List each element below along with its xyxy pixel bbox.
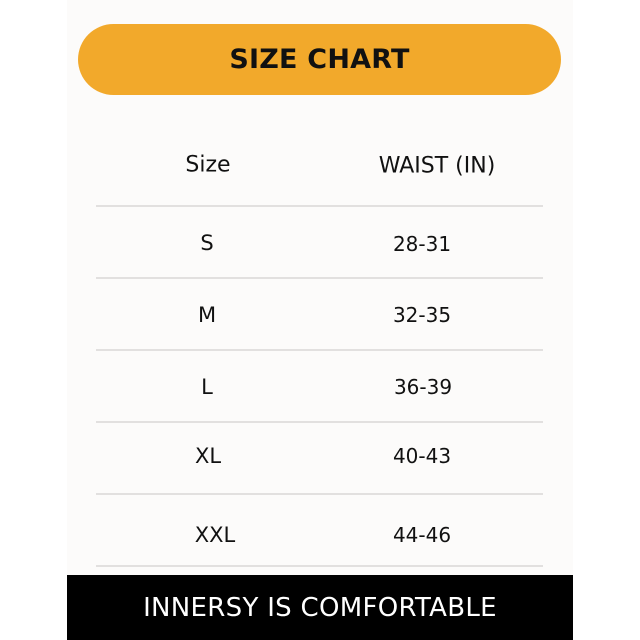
size-chart-panel — [67, 0, 573, 640]
size-chart-title: SIZE CHART — [78, 24, 561, 95]
row-waist: 28-31 — [392, 232, 452, 256]
row-size: XL — [194, 444, 222, 468]
row-waist: 36-39 — [393, 375, 453, 399]
divider — [96, 565, 543, 567]
divider — [96, 421, 543, 423]
header-size: Size — [185, 152, 231, 178]
divider — [96, 349, 543, 351]
row-size: M — [197, 303, 217, 327]
row-waist: 44-46 — [392, 523, 452, 547]
row-waist: 32-35 — [392, 303, 452, 327]
row-size: L — [201, 375, 213, 399]
header-waist: WAIST (IN) — [378, 153, 496, 179]
footer-text: INNERSY IS COMFORTABLE — [143, 592, 497, 623]
divider — [96, 205, 543, 207]
footer-banner: INNERSY IS COMFORTABLE — [67, 575, 573, 640]
divider — [96, 493, 543, 495]
row-waist: 40-43 — [392, 444, 452, 468]
title-text: SIZE CHART — [229, 44, 410, 75]
row-size: XXL — [194, 523, 236, 547]
divider — [96, 277, 543, 279]
row-size: S — [200, 231, 214, 255]
